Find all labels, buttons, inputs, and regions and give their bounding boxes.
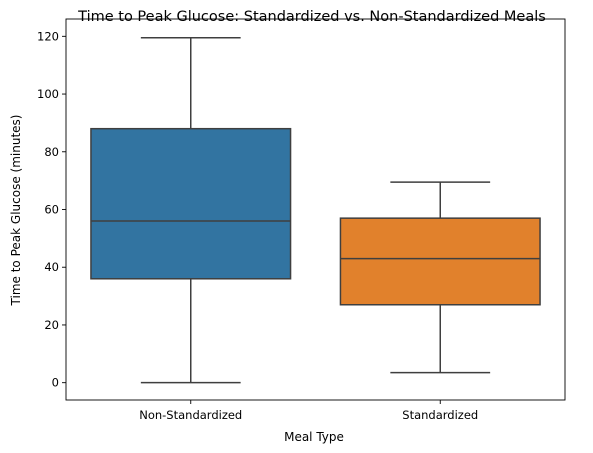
x-tick-label: Standardized: [402, 408, 478, 422]
y-tick-label: 60: [44, 203, 59, 217]
iqr-box: [90, 127, 292, 280]
x-axis: Non-Standardized Standardized: [139, 400, 478, 422]
chart-title: Time to Peak Glucose: Standardized vs. N…: [77, 9, 546, 25]
y-tick-label: 120: [37, 29, 59, 43]
y-tick-label: 0: [52, 376, 59, 390]
box-group: [339, 181, 541, 374]
iqr-box: [339, 217, 541, 306]
y-tick-label: 40: [44, 260, 59, 274]
plot-area: [90, 37, 541, 384]
y-tick-label: 80: [44, 145, 59, 159]
y-tick-label: 100: [37, 87, 59, 101]
x-tick-label: Non-Standardized: [139, 408, 242, 422]
x-axis-label: Meal Type: [284, 430, 344, 444]
y-axis: 0 20 40 60 80 100 120: [37, 29, 66, 390]
box-group: [90, 37, 292, 384]
y-axis-label: Time to Peak Glucose (minutes): [9, 115, 23, 307]
y-tick-label: 20: [44, 318, 59, 332]
